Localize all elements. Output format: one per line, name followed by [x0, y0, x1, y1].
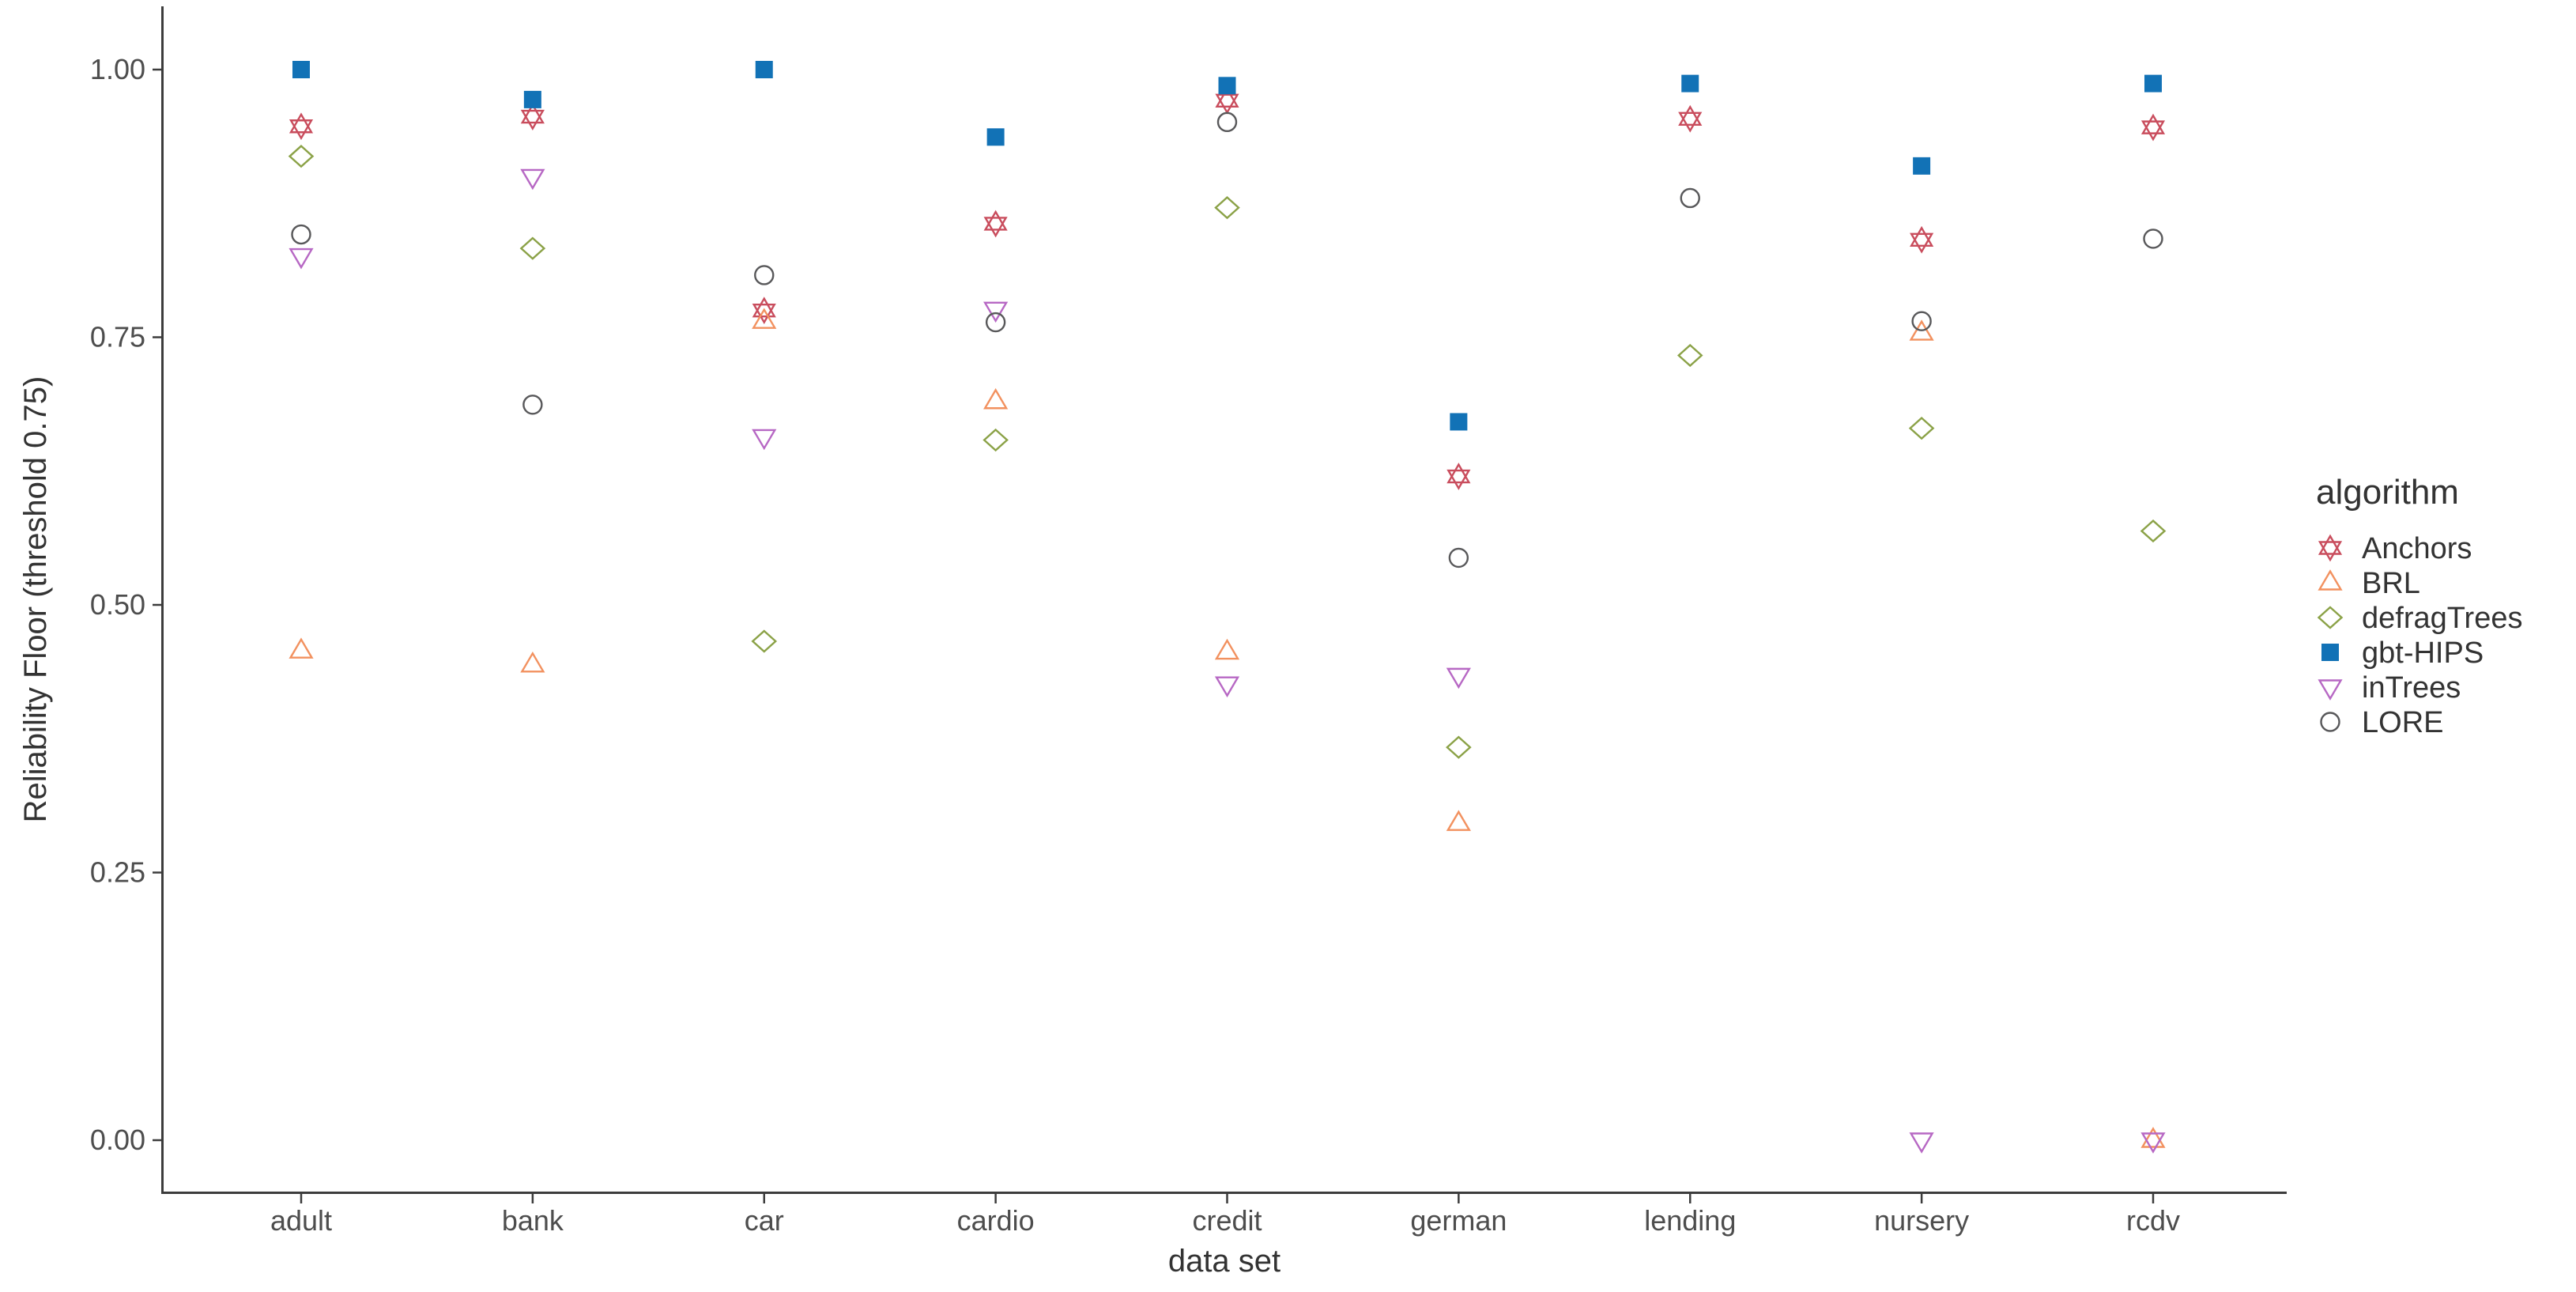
data-point-lore-nursery	[1911, 311, 1932, 331]
data-point-lore-lending	[1680, 187, 1700, 209]
x-tick-label: lending	[1644, 1204, 1736, 1237]
data-point-defragtrees-lending	[1676, 343, 1703, 368]
data-point-brl-car	[752, 308, 777, 329]
data-point-gbt-hips-german	[1450, 413, 1468, 431]
y-tick-label: 0.25	[90, 856, 145, 889]
data-point-anchors-bank	[520, 103, 545, 130]
x-axis-tick-labels: adult bank car cardio credit german lend…	[270, 1204, 2180, 1237]
data-point-intrees-cardio	[983, 301, 1009, 323]
data-point-intrees-credit	[1214, 676, 1240, 698]
data-point-brl-bank	[520, 651, 545, 673]
data-point-gbt-hips-car	[755, 61, 773, 78]
x-tick-label: rcdv	[2126, 1204, 2180, 1237]
data-point-intrees-bank	[520, 168, 545, 191]
data-point-intrees-german	[1446, 667, 1471, 689]
data-point-lore-bank	[522, 395, 543, 415]
brl-legend-marker-icon	[2318, 569, 2343, 591]
data-point-gbt-hips-credit	[1218, 77, 1236, 95]
x-tick-label: credit	[1192, 1204, 1262, 1237]
data-point-anchors-credit	[1215, 86, 1239, 115]
data-point-anchors-german	[1446, 463, 1471, 490]
legend-title: algorithm	[2316, 473, 2459, 512]
y-axis-tick-labels: 0.00 0.25 0.50 0.75 1.00	[90, 53, 145, 1156]
legend-label-gbt-hips: gbt-HIPS	[2362, 637, 2484, 670]
data-point-brl-rcdv	[2140, 1127, 2166, 1148]
tick-marks	[153, 68, 2155, 1203]
defragtrees-legend-marker-icon	[2317, 606, 2344, 629]
data-point-lore-car	[754, 265, 775, 285]
gbt-hips-legend-marker-icon	[2321, 644, 2339, 661]
data-point-intrees-car	[752, 429, 777, 451]
data-point-intrees-nursery	[1909, 1132, 1934, 1154]
y-tick-label: 0.50	[90, 588, 145, 621]
data-point-intrees-rcdv	[2140, 1132, 2166, 1154]
anchors-legend-marker-icon	[2318, 534, 2343, 562]
data-point-brl-nursery	[1909, 319, 1934, 341]
data-point-anchors-adult	[289, 112, 314, 141]
legend-label-defragtrees: defragTrees	[2362, 602, 2522, 635]
data-point-anchors-cardio	[983, 210, 1008, 238]
data-point-gbt-hips-lending	[1681, 74, 1699, 93]
data-point-defragtrees-cardio	[983, 428, 1009, 452]
data-point-brl-cardio	[983, 387, 1009, 410]
data-point-anchors-car	[752, 297, 776, 325]
data-point-lore-rcdv	[2143, 229, 2163, 249]
data-point-defragtrees-credit	[1214, 196, 1240, 220]
x-tick-label: nursery	[1874, 1204, 1969, 1237]
data-point-gbt-hips-nursery	[1913, 157, 1931, 175]
x-axis-title: data set	[1168, 1244, 1280, 1279]
x-tick-label: cardio	[957, 1204, 1035, 1237]
legend-label-anchors: Anchors	[2362, 532, 2472, 565]
data-point-intrees-adult	[289, 247, 314, 270]
data-point-anchors-nursery	[1910, 225, 1934, 254]
data-point-defragtrees-bank	[519, 236, 546, 260]
legend: algorithm Anchors BRL defragTrees gbt-HI…	[2316, 473, 2522, 739]
data-point-lore-credit	[1216, 111, 1238, 133]
x-tick-label: bank	[502, 1204, 564, 1237]
data-point-defragtrees-nursery	[1908, 416, 1935, 440]
y-tick-label: 1.00	[90, 53, 145, 85]
data-point-gbt-hips-adult	[292, 61, 310, 78]
data-point-lore-cardio	[985, 312, 1006, 333]
legend-label-intrees: inTrees	[2362, 671, 2461, 705]
data-point-gbt-hips-cardio	[986, 128, 1005, 146]
data-point-lore-adult	[291, 224, 311, 245]
y-tick-label: 0.00	[90, 1124, 145, 1156]
data-point-defragtrees-adult	[288, 145, 315, 168]
data-point-gbt-hips-bank	[523, 90, 541, 108]
intrees-legend-marker-icon	[2318, 679, 2343, 701]
data-points	[288, 61, 2167, 1154]
data-point-defragtrees-german	[1446, 735, 1472, 759]
lore-legend-marker-icon	[2320, 712, 2340, 732]
data-point-brl-credit	[1214, 638, 1240, 660]
legend-markers	[2317, 534, 2344, 732]
y-tick-label: 0.75	[90, 321, 145, 353]
data-point-defragtrees-rcdv	[2140, 519, 2167, 543]
y-axis-title: Reliability Floor (threshold 0.75)	[18, 376, 53, 823]
x-tick-label: adult	[270, 1204, 332, 1237]
data-point-anchors-lending	[1678, 104, 1703, 133]
data-point-defragtrees-car	[751, 629, 778, 653]
data-point-brl-german	[1446, 810, 1471, 831]
x-tick-label: german	[1410, 1204, 1507, 1237]
data-point-brl-adult	[289, 637, 314, 659]
data-point-anchors-rcdv	[2140, 113, 2166, 142]
data-point-lore-german	[1448, 547, 1469, 569]
x-tick-label: car	[745, 1204, 784, 1237]
data-point-gbt-hips-rcdv	[2144, 74, 2162, 93]
legend-label-lore: LORE	[2362, 706, 2443, 739]
legend-label-brl: BRL	[2362, 567, 2420, 600]
